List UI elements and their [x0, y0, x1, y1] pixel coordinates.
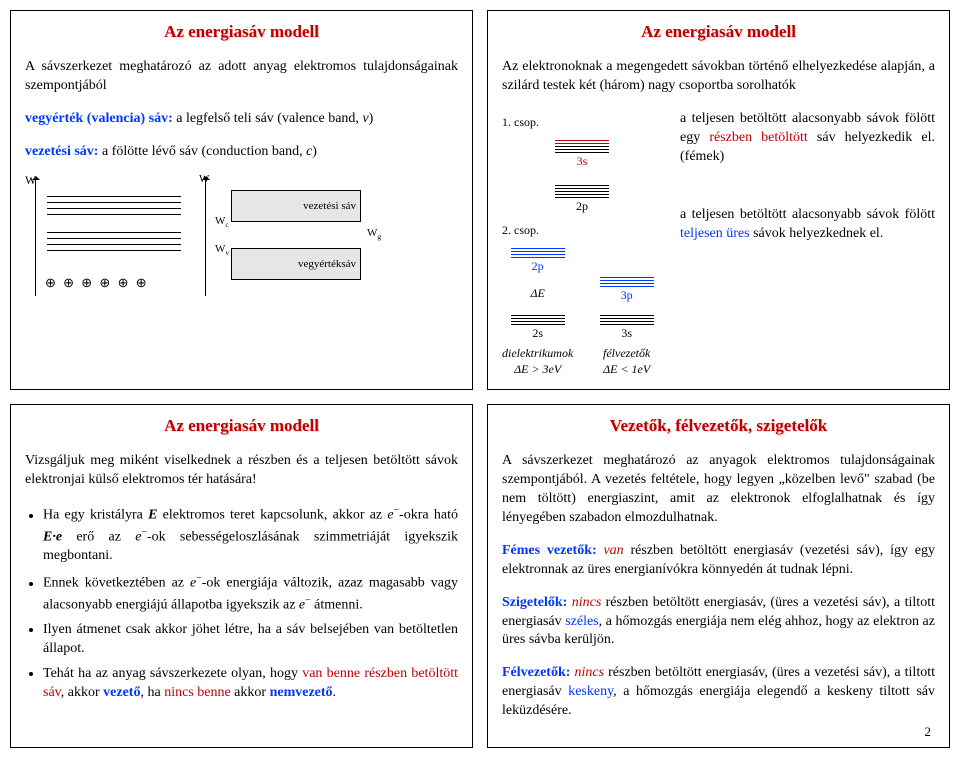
- ladder-label: 2s: [511, 325, 565, 341]
- text: a teljesen betöltött alacsonyabb sávok f…: [680, 207, 935, 222]
- ladder-group1: 3s 2p: [502, 132, 662, 218]
- band-box-diagram: W vezetési sáv Wc Wg Wv vegyértéksáv: [197, 176, 387, 296]
- panel-title: Vezetők, félvezetők, szigetelők: [502, 415, 935, 438]
- valence-band-box: vegyértéksáv: [231, 248, 361, 280]
- conduction-line: vezetési sáv: a fölötte lévő sáv (conduc…: [25, 143, 458, 162]
- close-paren2: ): [312, 144, 317, 159]
- gap-label: ΔE: [502, 285, 573, 301]
- ladder-2p-full: 2p: [555, 181, 609, 214]
- close-paren: ): [369, 111, 374, 126]
- bullet-item: Tehát ha az anyag sávszerkezete olyan, h…: [43, 665, 458, 703]
- caption: félvezetők: [591, 345, 662, 361]
- text-em: teljesen üres: [680, 226, 750, 241]
- text: sávok helyezkednek el.: [750, 226, 884, 241]
- bullet-item: Ilyen átmenet csak akkor jöhet létre, ha…: [43, 621, 458, 659]
- panel-band-behavior: Az energiasáv modell Vizsgáljuk meg miké…: [10, 404, 473, 748]
- ladder-label: 3s: [600, 325, 654, 341]
- dielectric-ladder: 2p ΔE 2s dielektrikumok ΔE > 3eV: [502, 240, 573, 377]
- label: Szigetelők:: [502, 595, 567, 610]
- para-metals: Fémes vezetők: van részben betöltött ene…: [502, 542, 935, 580]
- para: A sávszerkezet meghatározó az anyagok el…: [502, 452, 935, 528]
- ladder-label: 2p: [555, 198, 609, 214]
- groups-layout: 1. csop. 3s 2p 2. csop.: [502, 110, 935, 378]
- ion-cores: ⊕ ⊕ ⊕ ⊕ ⊕ ⊕: [45, 274, 149, 292]
- band-line: [47, 214, 181, 215]
- intro-text: A sávszerkezet meghatározó az adott anya…: [25, 58, 458, 96]
- label: Félvezetők:: [502, 665, 570, 680]
- em: keskeny: [568, 684, 613, 699]
- bullet-item: Ha egy kristályra E elektromos teret kap…: [43, 504, 458, 566]
- energy-axis-arrow2: [205, 178, 206, 296]
- panel-conductors: Vezetők, félvezetők, szigetelők A sávsze…: [487, 404, 950, 748]
- band-line: [47, 208, 181, 209]
- band-line: [47, 202, 181, 203]
- conduction-box-label: vezetési sáv: [303, 199, 356, 214]
- panel-band-model-defs: Az energiasáv modell A sávszerkezet megh…: [10, 10, 473, 390]
- ladder-label: 3s: [555, 153, 609, 169]
- ladder-2p-row: 2p: [502, 177, 662, 218]
- diagram-row: W ⊕ ⊕ ⊕ ⊕ ⊕ ⊕ W vezetési sáv Wc: [25, 176, 458, 296]
- conduction-label: vezetési sáv:: [25, 144, 98, 159]
- panel-title: Az energiasáv modell: [25, 21, 458, 44]
- valence-box-label: vegyértéksáv: [298, 257, 356, 272]
- bullet-item: Ennek következtében az e−-ok energiája v…: [43, 572, 458, 615]
- group1-text: a teljesen betöltött alacsonyabb sávok f…: [680, 110, 935, 167]
- group2-label: 2. csop.: [502, 222, 662, 238]
- ladder-3s: 3s: [555, 136, 609, 169]
- caption: ΔE > 3eV: [502, 361, 573, 377]
- conduction-band-box: vezetési sáv: [231, 190, 361, 222]
- wg-label: Wg: [367, 226, 381, 243]
- panel-title: Az energiasáv modell: [502, 21, 935, 44]
- panel-title: Az energiasáv modell: [25, 415, 458, 438]
- conduction-text: a fölötte lévő sáv (conduction band,: [98, 144, 306, 159]
- energy-level-stack: W ⊕ ⊕ ⊕ ⊕ ⊕ ⊕: [25, 176, 185, 296]
- bullet-list: Ha egy kristályra E elektromos teret kap…: [25, 504, 458, 703]
- valence-label: vegyérték (valencia) sáv:: [25, 111, 173, 126]
- caption: ΔE < 1eV: [591, 361, 662, 377]
- para-semiconductors: Félvezetők: nincs részben betöltött ener…: [502, 664, 935, 721]
- band-line: [47, 250, 181, 251]
- valence-text: a legfelső teli sáv (valence band,: [173, 111, 363, 126]
- energy-axis-arrow: [35, 178, 36, 296]
- ladder-label: 3p: [600, 287, 654, 303]
- band-line: [47, 196, 181, 197]
- em: nincs: [570, 665, 604, 680]
- ladder-column: 1. csop. 3s 2p 2. csop.: [502, 110, 662, 378]
- band-line: [47, 232, 181, 233]
- label: Fémes vezetők:: [502, 543, 597, 558]
- page-number: 2: [925, 723, 932, 741]
- semiconductor-ladder: 3p 3s félvezetők ΔE < 1eV: [591, 269, 662, 378]
- text-em: részben betöltött: [709, 130, 808, 145]
- band-line: [47, 244, 181, 245]
- lead-text: Vizsgáljuk meg miként viselkednek a rész…: [25, 452, 458, 490]
- em: széles: [565, 614, 598, 629]
- ladder-group2: 2p ΔE 2s dielektrikumok ΔE > 3eV 3p 3s f…: [502, 240, 662, 377]
- panel-band-groups: Az energiasáv modell Az elektronoknak a …: [487, 10, 950, 390]
- em: van: [597, 543, 624, 558]
- para-insulators: Szigetelők: nincs részben betöltött ener…: [502, 594, 935, 651]
- caption: dielektrikumok: [502, 345, 573, 361]
- band-line: [47, 238, 181, 239]
- intro-text: Az elektronoknak a megengedett sávokban …: [502, 58, 935, 96]
- groups-text: a teljesen betöltött alacsonyabb sávok f…: [680, 110, 935, 378]
- group1-label: 1. csop.: [502, 114, 662, 130]
- group2-text: a teljesen betöltött alacsonyabb sávok f…: [680, 206, 935, 244]
- ladder-label: 2p: [511, 258, 565, 274]
- valence-line: vegyérték (valencia) sáv: a legfelső tel…: [25, 110, 458, 129]
- wv-label: Wv: [215, 242, 229, 259]
- wc-label: Wc: [215, 214, 229, 231]
- em: nincs: [567, 595, 601, 610]
